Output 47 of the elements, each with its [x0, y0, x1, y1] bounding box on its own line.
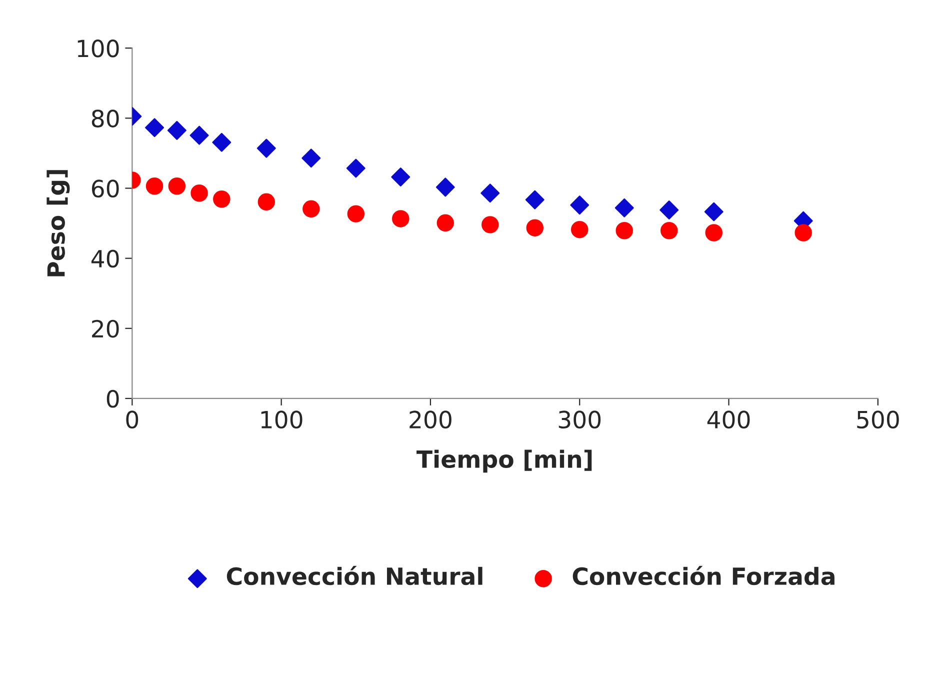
- legend-label: Convección Natural: [226, 566, 482, 586]
- point: [392, 210, 410, 228]
- point: [347, 205, 364, 222]
- point: [190, 126, 209, 145]
- y-tick-label: 80: [92, 110, 119, 128]
- point: [482, 216, 499, 234]
- point: [302, 148, 321, 168]
- point: [705, 224, 722, 242]
- y-tick-label: 40: [91, 250, 119, 268]
- point: [258, 193, 276, 211]
- y-tick-label: 100: [78, 40, 119, 58]
- point: [212, 132, 232, 152]
- point: [616, 222, 633, 240]
- point: [660, 200, 679, 220]
- x-tick-label: 300: [558, 410, 601, 429]
- point: [704, 202, 724, 222]
- x-tick-label: 100: [261, 410, 302, 429]
- x-tick-label: 400: [707, 410, 750, 429]
- point: [794, 224, 812, 242]
- y-tick-label: 0: [106, 390, 119, 408]
- y-axis-title: Peso [g]: [46, 170, 70, 276]
- x-tick-label: 200: [410, 410, 452, 429]
- point: [436, 214, 454, 232]
- x-tick-label: 0: [126, 410, 138, 429]
- x-tick-label: 500: [857, 410, 899, 429]
- point: [526, 219, 544, 236]
- y-tick-label: 60: [92, 180, 119, 198]
- point: [660, 222, 678, 240]
- x-axis-title: Tiempo [min]: [416, 450, 592, 473]
- point: [570, 196, 590, 215]
- point: [146, 178, 164, 195]
- point: [480, 184, 500, 203]
- point: [145, 118, 164, 138]
- point: [571, 220, 588, 238]
- legend-label: Convección Forzada: [572, 566, 834, 586]
- point: [436, 178, 455, 197]
- point: [213, 190, 230, 208]
- point: [346, 158, 366, 178]
- point: [190, 184, 208, 202]
- point: [167, 120, 186, 140]
- y-tick-label: 20: [92, 320, 119, 338]
- point: [256, 138, 276, 158]
- point: [302, 200, 320, 218]
- point: [391, 168, 410, 187]
- point: [614, 198, 634, 218]
- point: [168, 178, 186, 195]
- point: [525, 190, 544, 210]
